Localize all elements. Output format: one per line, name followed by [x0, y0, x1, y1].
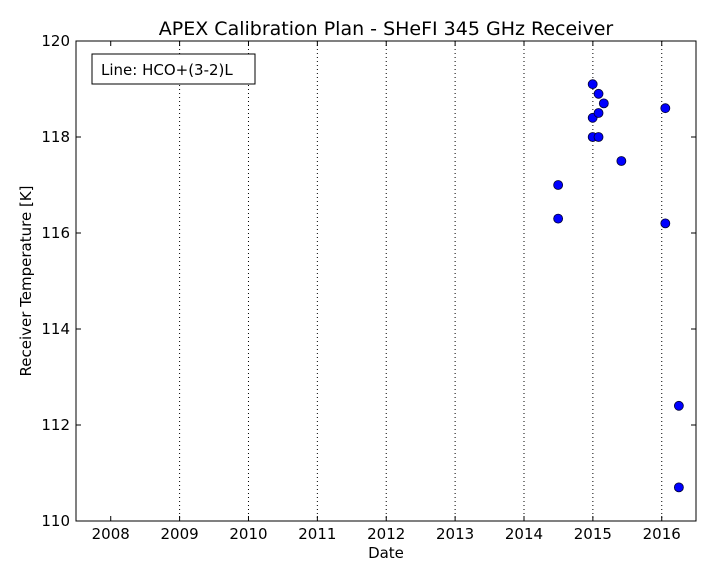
x-tick-label: 2012 [367, 525, 405, 543]
grid-lines [179, 41, 663, 521]
chart-title: APEX Calibration Plan - SHeFI 345 GHz Re… [159, 18, 614, 40]
legend-label: Line: HCO+(3-2)L [101, 61, 233, 79]
x-tick-label: 2008 [92, 525, 130, 543]
x-tick-label: 2011 [298, 525, 336, 543]
x-axis-label: Date [368, 544, 404, 562]
data-point [553, 213, 564, 224]
data-point [598, 98, 609, 109]
data-points [553, 79, 684, 493]
x-tick-label: 2014 [505, 525, 543, 543]
data-point [673, 400, 684, 411]
x-tick-label: 2013 [436, 525, 474, 543]
legend-frame [91, 53, 256, 85]
data-point [660, 218, 671, 229]
y-tick-label: 114 [41, 320, 70, 338]
data-point [593, 108, 604, 118]
x-tick-label: 2010 [229, 525, 267, 543]
data-point [673, 482, 684, 493]
y-axis-label: Receiver Temperature [K] [17, 186, 35, 377]
y-tick-label: 118 [41, 128, 70, 146]
x-tick-label: 2015 [574, 525, 612, 543]
axis-ticks: 2008 2009 2010 2011 2012 2013 2014 2015 2016 110 1… [41, 32, 696, 543]
y-tick-label: 120 [41, 32, 70, 50]
data-point [660, 103, 671, 114]
y-tick-label: 110 [41, 512, 70, 530]
data-point [587, 79, 598, 90]
x-tick-label: 2009 [161, 525, 199, 543]
y-tick-label: 116 [41, 224, 70, 242]
data-point [616, 156, 627, 166]
y-tick-label: 112 [41, 416, 70, 434]
x-tick-label: 2016 [643, 525, 681, 543]
data-point [553, 180, 564, 190]
data-point [593, 88, 604, 99]
data-point [593, 132, 604, 142]
legend-box: Line: HCO+(3-2)L [91, 53, 256, 85]
